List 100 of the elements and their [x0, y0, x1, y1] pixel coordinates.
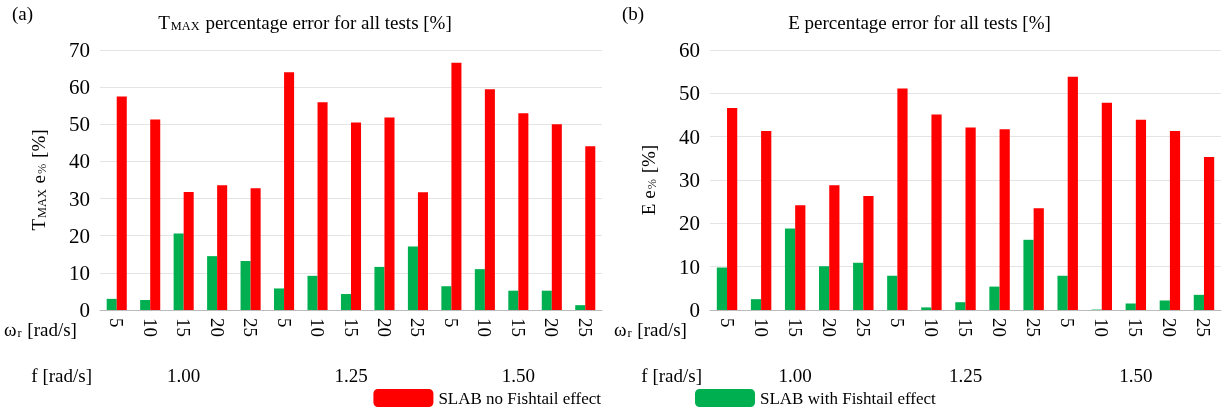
y-tick-label: 70 [69, 38, 90, 62]
bar [508, 290, 519, 310]
bar [207, 256, 218, 310]
x-tick-label: 25 [240, 318, 262, 337]
bar [761, 131, 772, 310]
bar [317, 102, 328, 310]
x-tick-label: 25 [407, 318, 429, 337]
bar [173, 233, 184, 310]
bar [727, 108, 738, 310]
bar [1193, 294, 1204, 310]
bar [1101, 102, 1112, 310]
y-tick-label: 20 [679, 211, 700, 236]
y-axis-title: E e% [%] [638, 144, 659, 216]
bar [853, 262, 864, 310]
bar [1023, 239, 1034, 310]
bar [116, 96, 127, 310]
bar [518, 113, 529, 310]
text: 1.50 [1119, 365, 1153, 386]
x-tick-label: 10 [1091, 318, 1113, 337]
bar [750, 299, 762, 310]
x-tick-label: 5 [273, 318, 295, 328]
y-tick-label: 30 [69, 186, 90, 211]
x-tick-label: 10 [920, 318, 942, 337]
x-tick-label: 10 [307, 318, 329, 337]
x-tick-label: 25 [1023, 318, 1045, 337]
text: (b) [622, 3, 645, 25]
bar [274, 288, 285, 310]
x-tick-label: 25 [574, 318, 596, 337]
text: 1.25 [334, 365, 368, 386]
bar [384, 117, 395, 310]
text: 1.50 [501, 365, 535, 386]
x-tick-label: 15 [340, 318, 362, 337]
bar [106, 298, 117, 310]
bar [897, 88, 908, 310]
bar [240, 260, 251, 310]
x-tick-label: 5 [886, 318, 908, 328]
text: (a) [12, 3, 34, 25]
x-tick-label: 10 [750, 318, 772, 337]
text: f [rad/s] [31, 365, 92, 386]
text: 1.25 [948, 365, 983, 386]
bar [340, 294, 351, 310]
x-tick-label: 5 [1057, 318, 1079, 328]
y-tick-label: 0 [79, 298, 90, 322]
y-tick-label: 40 [679, 124, 700, 149]
bar [1067, 76, 1078, 310]
bar [407, 246, 418, 310]
bar [140, 299, 151, 310]
bar [1203, 157, 1215, 310]
x-tick-label: 10 [139, 318, 161, 337]
x-tick-label: 5 [440, 318, 462, 328]
bar [250, 188, 261, 310]
bar [795, 205, 806, 310]
legend-label: SLAB with Fishtail effect [760, 388, 937, 408]
bar [307, 275, 318, 310]
bar [989, 286, 1000, 310]
chart-title: TMAX percentage error for all tests [%] [158, 12, 452, 33]
legend-label: SLAB no Fishtail effect [438, 388, 602, 408]
bar [955, 302, 966, 310]
y-axis-title: TMAX e% [%] [28, 129, 49, 231]
y-tick-label: 0 [689, 298, 700, 322]
bar [474, 269, 485, 310]
y-tick-label: 60 [679, 38, 700, 62]
bar [921, 307, 932, 310]
bar [931, 114, 942, 310]
x-tick-label: 10 [474, 318, 496, 337]
x-tick-label: 15 [173, 318, 195, 337]
bar [217, 185, 228, 310]
bar [150, 119, 161, 310]
y-tick-label: 10 [679, 254, 700, 279]
x-tick-label: 20 [206, 318, 228, 337]
bar [819, 266, 830, 310]
text: 1.00 [778, 365, 812, 386]
bar [784, 228, 796, 310]
bar [999, 129, 1010, 310]
x-tick-label: 15 [955, 318, 976, 337]
bar [1125, 303, 1136, 310]
x-tick-label: 20 [373, 318, 395, 337]
x-tick-label: 15 [507, 318, 529, 337]
bar [417, 192, 428, 310]
y-tick-label: 30 [679, 168, 700, 192]
x-tick-label: 5 [106, 318, 128, 328]
bar [1057, 275, 1068, 310]
bar [441, 286, 452, 310]
x-axis-title: ωr [rad/s] [614, 319, 687, 340]
bar [1159, 300, 1170, 310]
y-tick-label: 50 [679, 81, 700, 106]
text: f [rad/s] [641, 365, 702, 386]
bar [284, 72, 295, 310]
bar [484, 89, 495, 310]
y-tick-label: 10 [69, 260, 90, 285]
chart-title: E percentage error for all tests [%] [788, 12, 1051, 33]
x-tick-label: 20 [1159, 318, 1181, 337]
text: 1.00 [167, 365, 201, 386]
x-tick-label: 25 [852, 318, 874, 337]
bar [374, 266, 385, 310]
x-tick-label: 15 [784, 318, 806, 337]
y-tick-label: 60 [69, 75, 90, 100]
bar [1033, 208, 1044, 310]
y-tick-label: 20 [69, 223, 90, 248]
bar [1169, 131, 1181, 310]
